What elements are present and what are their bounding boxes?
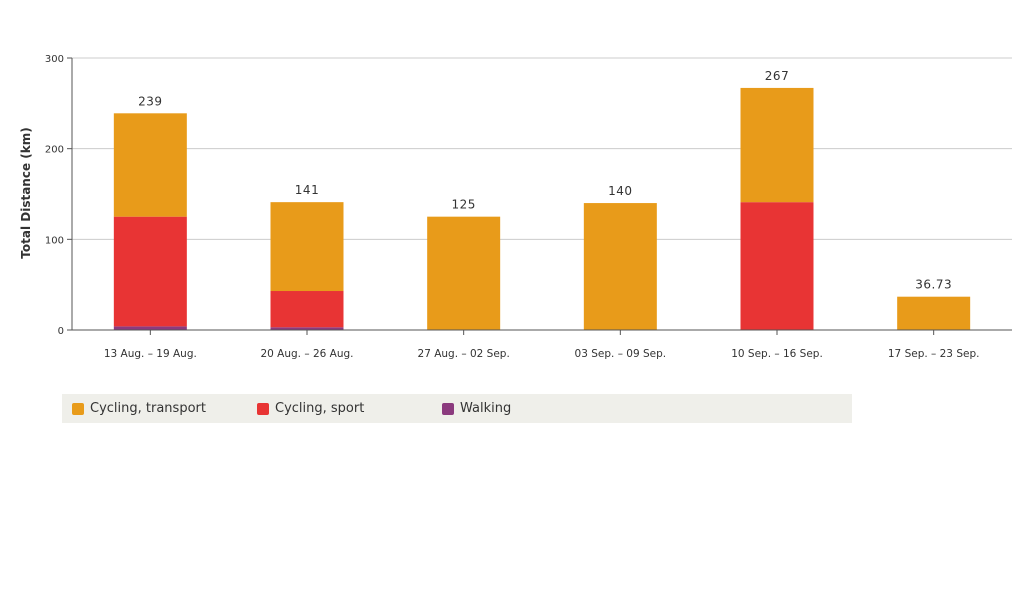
legend-label: Cycling, sport — [275, 401, 365, 416]
legend-item-cycling-sport[interactable]: Cycling, sport — [257, 394, 364, 423]
x-tick-label: 20 Aug. – 26 Aug. — [260, 348, 353, 360]
bar-segment — [740, 87, 814, 203]
data-label: 141 — [295, 183, 319, 197]
bar-segment — [427, 216, 501, 330]
data-label: 125 — [451, 198, 475, 212]
y-tick-label: 200 — [45, 145, 64, 156]
gridlines — [72, 57, 1012, 240]
data-label: 239 — [138, 94, 162, 108]
data-label: 140 — [608, 184, 632, 198]
x-tick-label: 10 Sep. – 16 Sep. — [731, 348, 823, 360]
bar-segment — [270, 202, 344, 292]
bar-segment — [113, 113, 187, 217]
bar-segment — [583, 203, 657, 330]
data-label: 36.73 — [915, 278, 952, 292]
x-tick-label: 13 Aug. – 19 Aug. — [104, 348, 197, 360]
y-tick-label: 100 — [45, 235, 64, 246]
bar-segment — [270, 291, 344, 328]
legend-swatch — [257, 402, 269, 415]
y-tick-label: 300 — [45, 54, 64, 65]
bars: 239 141 125 140 267 36.73 — [113, 69, 971, 330]
legend: Cycling, transport Cycling, sport Walkin… — [62, 394, 852, 423]
legend-label: Cycling, transport — [90, 401, 206, 416]
x-tick-label: 03 Sep. – 09 Sep. — [575, 348, 667, 360]
bar-segment — [113, 216, 187, 327]
legend-label: Walking — [460, 401, 512, 416]
bar-segment — [740, 202, 814, 330]
x-tick-label: 17 Sep. – 23 Sep. — [888, 348, 980, 360]
legend-item-cycling-transport[interactable]: Cycling, transport — [72, 394, 206, 423]
bar-segment — [113, 326, 187, 330]
legend-swatch — [442, 402, 454, 415]
data-label: 267 — [765, 69, 789, 83]
bar-segment — [270, 327, 344, 330]
legend-swatch — [72, 402, 84, 415]
y-axis-label: Total Distance (km) — [19, 127, 33, 258]
bar-segment — [897, 296, 971, 330]
axes: 0 100 200 300 13 Aug. – 19 Aug. 20 Aug. – 26 … — [45, 54, 1012, 360]
legend-item-walking[interactable]: Walking — [442, 394, 511, 423]
y-tick-label: 0 — [58, 326, 64, 337]
x-tick-label: 27 Aug. – 02 Sep. — [418, 348, 510, 360]
